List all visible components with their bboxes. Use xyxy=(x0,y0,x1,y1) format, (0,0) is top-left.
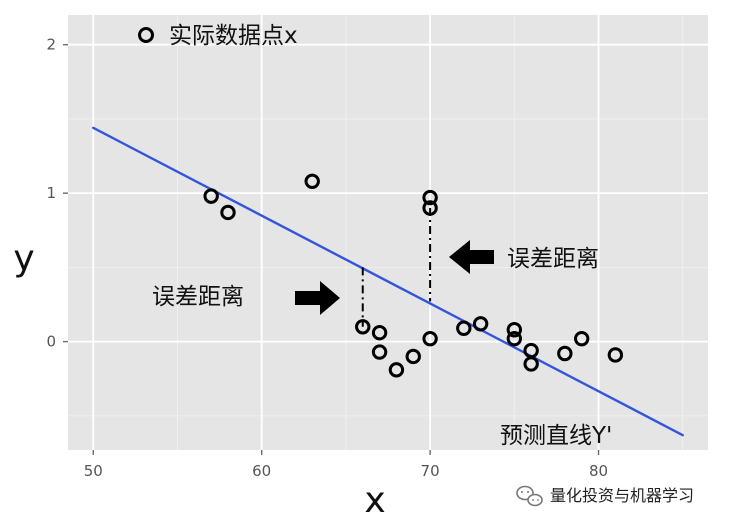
legend-marker xyxy=(138,27,154,43)
data-point xyxy=(523,356,539,372)
annotation-right-label: 误差距离 xyxy=(507,246,599,272)
annotation-left: 误差距离 xyxy=(152,281,340,315)
scatter-points xyxy=(203,173,624,378)
y-tick-label: 2 xyxy=(46,36,56,54)
data-point xyxy=(405,348,421,365)
data-point xyxy=(607,347,624,363)
arrow-right-icon xyxy=(295,281,340,315)
y-tick-label: 1 xyxy=(46,184,56,202)
prediction-line-label: 预测直线Y' xyxy=(500,423,612,449)
arrow-left-icon xyxy=(449,240,494,274)
data-point xyxy=(220,204,236,221)
data-point xyxy=(203,188,219,204)
data-point xyxy=(472,316,489,332)
x-tick-label: 80 xyxy=(589,462,608,480)
error-segments xyxy=(361,208,432,327)
axis-tick-labels: 50 60 70 80 0 1 2 xyxy=(46,36,608,480)
data-point xyxy=(506,322,523,338)
data-point xyxy=(304,173,320,189)
x-axis-title: x xyxy=(364,480,385,521)
x-tick-label: 60 xyxy=(252,462,271,480)
annotation-left-label: 误差距离 xyxy=(152,284,244,310)
legend: 实际数据点x xyxy=(138,23,298,49)
watermark-text: 量化投资与机器学习 xyxy=(550,486,694,505)
data-point xyxy=(422,189,438,206)
x-tick-label: 70 xyxy=(421,462,440,480)
data-point xyxy=(422,200,438,216)
gridlines xyxy=(68,15,708,450)
y-axis-title: y xyxy=(13,238,34,279)
plot-panel xyxy=(68,15,708,450)
prediction-line xyxy=(92,126,684,437)
annotation-right: 误差距离 xyxy=(449,240,599,274)
x-tick-label: 50 xyxy=(84,462,103,480)
watermark: 量化投资与机器学习 xyxy=(516,485,694,507)
data-point xyxy=(355,319,371,335)
y-tick-label: 0 xyxy=(46,333,56,351)
prediction-line-layer xyxy=(92,126,684,437)
axis-ticks xyxy=(63,43,600,455)
data-point xyxy=(573,330,590,347)
data-point xyxy=(506,330,523,347)
data-point xyxy=(371,325,388,341)
data-point xyxy=(557,345,573,362)
legend-label: 实际数据点x xyxy=(169,23,298,49)
data-point xyxy=(422,330,438,347)
wechat-icon xyxy=(516,485,543,507)
data-point xyxy=(388,362,405,378)
data-point xyxy=(456,320,472,336)
data-point xyxy=(371,344,388,360)
